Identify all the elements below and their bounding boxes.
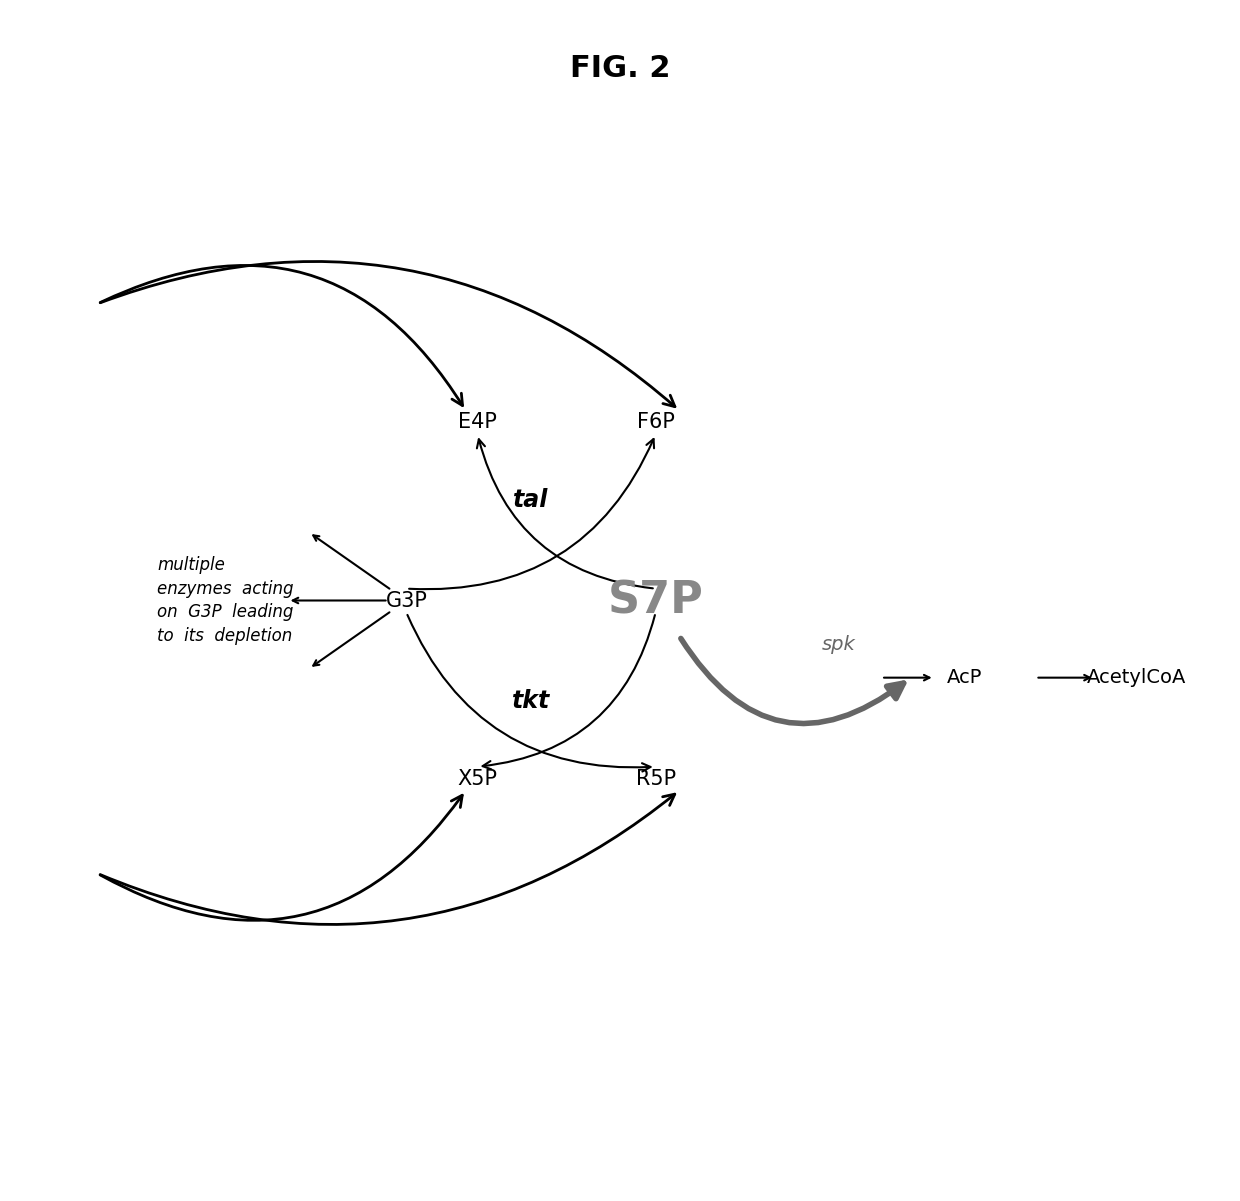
FancyArrowPatch shape	[100, 794, 675, 925]
Text: R5P: R5P	[636, 769, 676, 789]
Text: S7P: S7P	[608, 579, 703, 622]
FancyArrowPatch shape	[408, 615, 651, 771]
FancyArrowPatch shape	[482, 615, 655, 770]
Text: X5P: X5P	[458, 769, 497, 789]
FancyArrowPatch shape	[100, 265, 463, 406]
Text: F6P: F6P	[636, 412, 675, 432]
Text: tkt: tkt	[512, 689, 551, 713]
Text: tal: tal	[513, 488, 548, 512]
FancyArrowPatch shape	[409, 440, 653, 590]
FancyArrowPatch shape	[100, 262, 675, 407]
Text: AcetylCoA: AcetylCoA	[1086, 668, 1187, 687]
Text: G3P: G3P	[386, 591, 428, 610]
Text: multiple
enzymes  acting
on  G3P  leading
to  its  depletion: multiple enzymes acting on G3P leading t…	[157, 556, 294, 645]
FancyArrowPatch shape	[681, 639, 904, 723]
Text: E4P: E4P	[458, 412, 497, 432]
Text: spk: spk	[822, 635, 856, 653]
FancyArrowPatch shape	[477, 440, 652, 588]
Text: FIG. 2: FIG. 2	[569, 54, 671, 83]
FancyArrowPatch shape	[100, 795, 463, 920]
Text: AcP: AcP	[946, 668, 982, 687]
